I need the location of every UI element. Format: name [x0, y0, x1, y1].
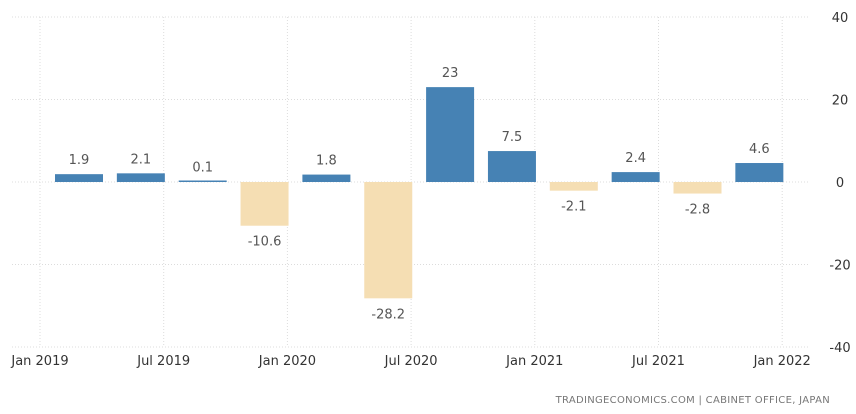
bars — [55, 87, 784, 299]
data-label: -2.1 — [561, 200, 586, 215]
bar-q3-2021 — [673, 182, 722, 194]
bar-q1-2021 — [549, 182, 598, 191]
data-label: 7.5 — [502, 130, 523, 145]
data-label: 0.1 — [192, 161, 213, 176]
data-label: 4.6 — [749, 142, 770, 157]
data-label: 23 — [442, 66, 459, 81]
y-tick-label: 40 — [832, 11, 849, 26]
data-label: 1.9 — [69, 153, 90, 168]
bar-q3-2019 — [178, 180, 227, 182]
x-tick-label: Jul 2020 — [384, 354, 438, 369]
bar-q4-2020 — [487, 151, 536, 182]
y-tick-label: -40 — [829, 341, 850, 356]
data-label: 2.4 — [625, 151, 646, 166]
data-labels: 1.9 2.1 0.1 -10.6 1.8 -28.2 23 7.5 -2.1 2.4 -2.8 4.… — [69, 66, 770, 322]
bar-q2-2021 — [611, 172, 660, 182]
data-label: -28.2 — [371, 307, 405, 322]
bar-q3-2020 — [426, 87, 475, 182]
bar-q1-2020 — [302, 174, 351, 182]
y-tick-label: 0 — [836, 176, 844, 191]
bar-q4-2019 — [240, 182, 289, 226]
data-label: 2.1 — [131, 152, 152, 167]
data-label: -2.8 — [685, 203, 710, 218]
bar-q4-2021 — [735, 163, 784, 182]
x-tick-label: Jul 2021 — [631, 354, 685, 369]
x-tick-label: Jan 2021 — [505, 354, 563, 369]
x-tick-label: Jan 2022 — [753, 354, 811, 369]
x-tick-label: Jul 2019 — [136, 354, 190, 369]
bar-q1-2019 — [55, 174, 103, 182]
source-attribution: TRADINGECONOMICS.COM | CABINET OFFICE, J… — [555, 395, 830, 406]
data-label: -10.6 — [248, 235, 282, 250]
y-tick-label: 20 — [832, 94, 849, 109]
bar-q2-2020 — [364, 182, 413, 299]
x-tick-label: Jan 2019 — [10, 354, 68, 369]
y-axis-tick-labels: 40 20 0 -20 -40 — [829, 11, 850, 356]
x-tick-label: Jan 2020 — [258, 354, 316, 369]
y-tick-label: -20 — [829, 259, 850, 274]
bar-q2-2019 — [116, 173, 165, 182]
data-label: 1.8 — [316, 154, 337, 169]
x-axis-tick-labels: Jan 2019 Jul 2019 Jan 2020 Jul 2020 Jan 2021… — [10, 354, 810, 369]
